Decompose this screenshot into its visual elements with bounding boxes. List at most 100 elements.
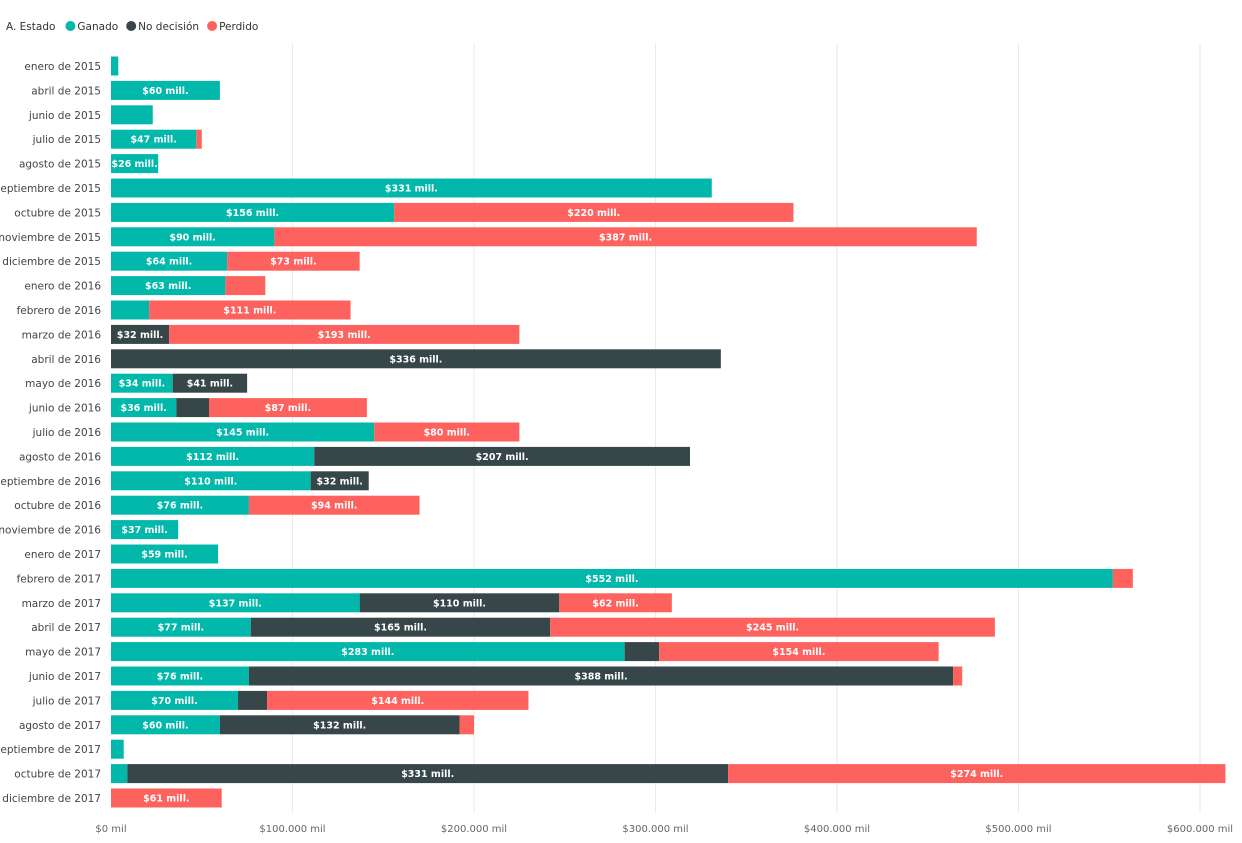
category-labels: enero de 2015 abril de 2015 junio de 2015 j… [0, 61, 101, 805]
bar-10-0 [111, 300, 150, 320]
bar-24-2 [659, 642, 939, 662]
legend-marker-2 [207, 21, 218, 31]
bar-label-8-0: $64 mill. [146, 257, 192, 268]
x-tick-label-0: $0 mil [95, 824, 126, 835]
bar-30-2 [111, 788, 222, 808]
bar-16-0 [111, 446, 315, 466]
bar-label-26-2: $144 mill. [371, 696, 424, 707]
bar-15-0 [111, 422, 375, 442]
bar-22-0 [111, 593, 360, 613]
bar-label-22-1: $110 mill. [433, 598, 486, 609]
legend-marker-1 [126, 21, 137, 31]
legend-title: A. Estado [6, 21, 55, 33]
bar-25-0 [111, 666, 249, 686]
x-tick-label-4: $400.000 mil [804, 824, 870, 835]
bar-label-6-2: $220 mill. [567, 208, 620, 219]
bar-27-2 [459, 715, 474, 735]
bar-label-11-1: $32 mill. [117, 330, 163, 341]
bar-24-0 [111, 642, 625, 662]
bar-label-11-2: $193 mill. [318, 330, 371, 341]
category-label-15: julio de 2016 [32, 427, 102, 439]
x-axis-ticks: $0 mil $100.000 mil $200.000 mil $300.000 m… [95, 824, 1233, 835]
bar-23-1 [250, 617, 551, 637]
bar-label-5-0: $331 mill. [385, 184, 438, 195]
category-label-26: julio de 2017 [32, 695, 101, 707]
legend-entry-0: Ganado [77, 21, 118, 33]
category-label-7: noviembre de 2015 [0, 232, 101, 244]
bar-27-0 [111, 715, 220, 735]
bar-label-22-0: $137 mill. [209, 598, 262, 609]
category-label-1: abril de 2015 [31, 85, 101, 97]
bar-label-1-0: $60 mill. [142, 86, 188, 97]
bar-label-27-1: $132 mill. [313, 720, 366, 731]
bar-label-30-2: $61 mill. [143, 794, 189, 805]
bar-14-0 [111, 398, 177, 418]
bar-label-7-2: $387 mill. [599, 232, 652, 243]
bar-16-1 [314, 446, 690, 466]
bar-13-0 [111, 373, 173, 393]
bar-28-0 [111, 739, 124, 759]
bar-label-17-1: $32 mill. [316, 476, 362, 487]
bar-label-8-2: $73 mill. [270, 257, 316, 268]
bar-18-2 [248, 495, 420, 515]
category-label-25: junio de 2017 [28, 671, 101, 683]
bar-label-23-0: $77 mill. [158, 623, 204, 634]
bar-label-20-0: $59 mill. [141, 550, 187, 561]
bar-label-12-1: $336 mill. [389, 354, 442, 365]
bar-label-13-1: $41 mill. [187, 379, 233, 390]
bar-8-0 [111, 251, 228, 271]
bar-label-17-0: $110 mill. [184, 476, 237, 487]
category-label-30: diciembre de 2017 [2, 793, 101, 805]
category-label-21: febrero de 2017 [17, 573, 101, 585]
category-label-11: marzo de 2016 [22, 329, 102, 341]
bars [111, 56, 1226, 808]
bar-label-19-0: $37 mill. [121, 525, 167, 536]
bar-label-15-2: $80 mill. [424, 428, 470, 439]
category-label-12: abril de 2016 [31, 354, 101, 366]
bar-26-1 [238, 690, 268, 710]
bar-label-22-2: $62 mill. [592, 598, 638, 609]
bar-2-0 [111, 105, 153, 125]
bar-11-1 [111, 324, 170, 344]
legend-entry-1: No decisión [138, 21, 199, 33]
bar-21-2 [1112, 568, 1133, 588]
x-tick-label-5: $500.000 mil [985, 824, 1051, 835]
bar-label-16-1: $207 mill. [476, 452, 529, 463]
bar-label-24-2: $154 mill. [772, 647, 825, 658]
bar-15-2 [374, 422, 520, 442]
bar-7-0 [111, 227, 275, 247]
bar-label-26-0: $70 mill. [151, 696, 197, 707]
bar-label-23-1: $165 mill. [374, 623, 427, 634]
bar-3-2 [196, 129, 202, 149]
bar-25-2 [953, 666, 963, 686]
bar-25-1 [248, 666, 954, 686]
bar-label-16-0: $112 mill. [186, 452, 239, 463]
category-label-8: diciembre de 2015 [2, 256, 101, 268]
category-label-24: mayo de 2017 [25, 647, 101, 659]
category-label-14: junio de 2016 [28, 403, 101, 415]
bar-11-2 [169, 324, 520, 344]
category-label-27: agosto de 2017 [19, 720, 101, 732]
category-label-28: septiembre de 2017 [0, 744, 101, 756]
bar-label-13-0: $34 mill. [119, 379, 165, 390]
category-label-2: junio de 2015 [28, 110, 101, 122]
bar-8-2 [227, 251, 360, 271]
category-label-10: febrero de 2016 [17, 305, 102, 317]
bar-29-2 [728, 764, 1226, 784]
category-label-29: octubre de 2017 [14, 769, 101, 781]
bar-label-4-0: $26 mill. [111, 159, 157, 170]
bar-6-2 [394, 202, 794, 222]
bar-14-1 [176, 398, 210, 418]
bar-26-2 [267, 690, 529, 710]
bar-label-25-0: $76 mill. [157, 672, 203, 683]
category-label-0: enero de 2015 [24, 61, 101, 73]
category-label-6: octubre de 2015 [14, 207, 101, 219]
bar-10-2 [149, 300, 351, 320]
bar-5-0 [111, 178, 712, 198]
bar-17-1 [310, 471, 369, 491]
legend-entry-2: Perdido [219, 21, 258, 33]
bar-29-0 [111, 764, 128, 784]
legend-marker-0 [65, 21, 76, 31]
bar-4-0 [111, 154, 159, 174]
